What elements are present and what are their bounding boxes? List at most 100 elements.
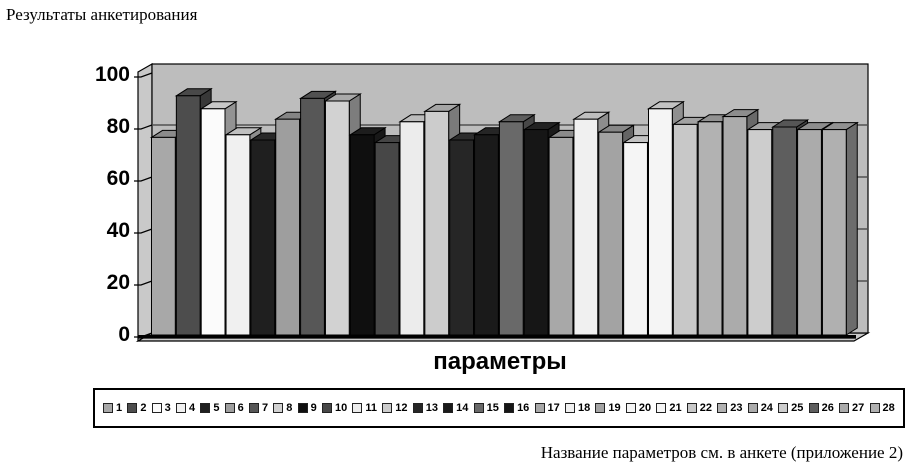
bar-16-front [523, 129, 549, 336]
legend-swatch-8 [273, 403, 284, 413]
legend-item-16: 16 [504, 402, 529, 414]
y-tick-40 [134, 228, 153, 234]
legend-label-20: 20 [638, 402, 652, 414]
legend-label-14: 14 [456, 402, 469, 414]
legend-swatch-23 [717, 403, 728, 413]
legend-swatch-15 [473, 403, 484, 413]
bar-26-front [772, 126, 798, 336]
legend-item-21: 21 [656, 402, 682, 414]
legend-swatch-7 [248, 403, 259, 413]
bar-28-front [821, 129, 847, 336]
legend-label-9: 9 [310, 402, 317, 414]
legend-swatch-2 [127, 403, 138, 413]
legend-label-27: 27 [852, 402, 865, 414]
legend-item-20: 20 [625, 402, 652, 414]
legend-swatch-16 [504, 403, 515, 413]
legend-label-15: 15 [486, 402, 499, 414]
legend-item-12: 12 [382, 402, 408, 414]
legend-item-5: 5 [200, 402, 219, 414]
bar-18-front [573, 118, 599, 336]
legend-label-18: 18 [577, 402, 591, 414]
bar-22-front [672, 123, 698, 336]
legend-swatch-19 [595, 403, 606, 413]
legend-swatch-22 [686, 403, 697, 413]
legend-item-9: 9 [297, 402, 317, 414]
legend-swatch-10 [321, 403, 332, 413]
y-axis-label-20: 20 [106, 271, 130, 294]
bar-13-front [449, 139, 475, 336]
y-tick-80 [134, 124, 153, 130]
legend-swatch-12 [382, 403, 393, 413]
legend-item-8: 8 [273, 402, 292, 414]
legend-item-10: 10 [321, 402, 348, 414]
legend-label-1: 1 [116, 402, 123, 414]
bar-17-front [548, 136, 574, 336]
legend-box: 1 2 3 4 5 6 7 8 9 10 11 12 13 14 15 16 17 18 19 20 21 22 23 24 2… [93, 388, 905, 428]
bar-1-front [151, 136, 176, 336]
legend-item-14: 14 [443, 402, 468, 414]
legend-swatch-27 [839, 403, 850, 413]
legend-label-4: 4 [188, 402, 196, 414]
y-axis-label-60: 60 [106, 167, 130, 190]
legend-item-7: 7 [248, 402, 269, 414]
legend-swatch-24 [747, 403, 758, 413]
bar-4-front [225, 134, 251, 336]
legend-item-28: 28 [869, 402, 895, 414]
legend-label-3: 3 [164, 402, 171, 414]
legend-item-1: 1 [103, 402, 122, 414]
legend-label-8: 8 [286, 402, 293, 414]
bar-11-front [399, 121, 425, 336]
y-axis-label-0: 0 [118, 323, 130, 346]
legend-swatch-18 [564, 403, 575, 413]
legend-swatch-5 [200, 403, 211, 413]
bar-14-front [474, 134, 499, 336]
legend-swatch-4 [175, 403, 186, 413]
y-axis-label-40: 40 [106, 219, 130, 242]
legend-item-26: 26 [808, 402, 834, 414]
y-axis-label-80: 80 [106, 115, 130, 138]
legend-item-15: 15 [473, 402, 499, 414]
bar-3-front [200, 108, 226, 336]
legend-label-13: 13 [425, 402, 438, 414]
legend-item-23: 23 [717, 402, 742, 414]
legend-item-6: 6 [224, 402, 244, 414]
y-tick-100 [134, 72, 153, 78]
legend-swatch-3 [151, 403, 162, 413]
bar-27-front [797, 129, 822, 336]
y-tick-20 [134, 280, 153, 286]
bar-19-front [598, 131, 624, 336]
legend-swatch-26 [808, 403, 819, 413]
legend-label-16: 16 [517, 402, 530, 414]
legend-label-24: 24 [760, 402, 773, 414]
bar-8-front [324, 100, 350, 336]
legend-label-28: 28 [882, 402, 895, 414]
legend-item-17: 17 [534, 402, 560, 414]
y-axis-label-100: 100 [94, 63, 130, 86]
bar-7-front [300, 97, 325, 336]
legend-item-24: 24 [747, 402, 773, 414]
legend-label-2: 2 [140, 402, 147, 414]
legend-item-4: 4 [175, 402, 196, 414]
legend-swatch-6 [224, 403, 235, 413]
legend-item-25: 25 [778, 402, 803, 414]
bar-21-front [648, 108, 673, 336]
legend-label-26: 26 [821, 402, 834, 414]
bar-25-front [747, 129, 773, 336]
legend-swatch-21 [656, 403, 667, 413]
legend-item-13: 13 [412, 402, 438, 414]
legend-item-2: 2 [127, 402, 146, 414]
legend-label-10: 10 [334, 402, 348, 414]
legend-swatch-9 [297, 403, 308, 413]
legend-label-23: 23 [730, 402, 743, 414]
legend-item-11: 11 [352, 402, 377, 414]
legend-item-22: 22 [686, 402, 712, 414]
legend-label-7: 7 [261, 402, 269, 414]
legend-label-17: 17 [547, 402, 560, 414]
legend-item-18: 18 [564, 402, 591, 414]
legend-swatch-1 [103, 403, 113, 413]
bar-6-front [275, 118, 301, 336]
legend-label-25: 25 [791, 402, 804, 414]
bar-2-front [175, 95, 201, 336]
bar-20-front [623, 142, 648, 336]
